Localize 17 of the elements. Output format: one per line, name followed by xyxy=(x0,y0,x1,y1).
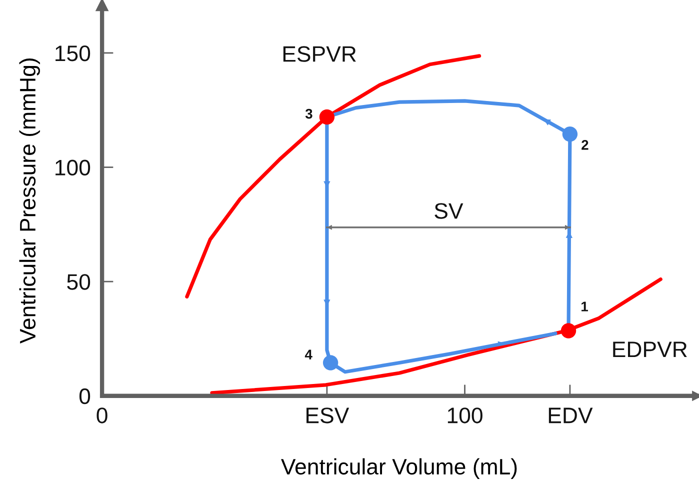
series-label: EDPVR xyxy=(613,342,687,358)
x-tick-label: 100 xyxy=(448,408,482,424)
annotation: 4 xyxy=(304,350,312,360)
x-axis-title: Ventricular Volume (mL) xyxy=(281,458,517,479)
x-tick-label: ESV xyxy=(306,408,350,424)
y-tick-label: 150 xyxy=(56,45,90,62)
y-tick-label: 100 xyxy=(56,160,90,176)
series-label: ESPVR xyxy=(283,46,356,62)
annotation: 3 xyxy=(305,108,312,119)
y-tick-label: 0 xyxy=(79,388,90,404)
annotation: 2 xyxy=(582,140,588,150)
series-label: SV xyxy=(434,203,464,219)
y-tick-label: 50 xyxy=(67,274,90,290)
annotation: 1 xyxy=(582,302,588,312)
x-tick-label: EDV xyxy=(548,408,593,424)
x-tick-label: 0 xyxy=(96,408,108,424)
y-axis-title: Ventricular Pressure (mmHg) xyxy=(19,58,40,344)
